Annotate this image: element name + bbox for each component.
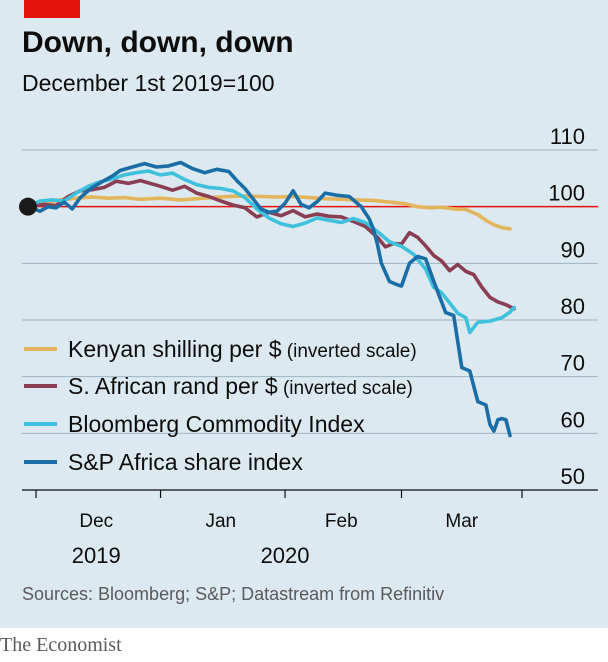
legend-series-name: Bloomberg Commodity Index <box>68 411 365 437</box>
brand-name: The Economist <box>0 634 122 656</box>
brand-tag <box>24 0 80 18</box>
y-tick-label: 100 <box>548 181 585 206</box>
legend-label: Kenyan shilling per $ (inverted scale) <box>68 336 417 362</box>
legend-series-note: (inverted scale) <box>282 341 417 362</box>
series-line-3 <box>26 169 516 335</box>
y-tick-label: 60 <box>561 407 585 432</box>
y-axis-labels: 110 100 90 80 70 60 50 <box>548 124 585 489</box>
legend-label: Bloomberg Commodity Index <box>68 411 365 437</box>
y-tick-label: 50 <box>561 464 585 489</box>
x-year-label: 2019 <box>72 543 121 568</box>
legend-series-name: S. African rand per $ <box>68 373 278 399</box>
start-marker <box>19 197 37 216</box>
x-month-label: Jan <box>205 511 236 532</box>
y-tick-label: 110 <box>550 124 585 149</box>
legend-series-name: S&P Africa share index <box>68 449 303 475</box>
x-axis: Dec Jan Feb Mar 2019 2020 <box>22 489 598 568</box>
legend-series-name: Kenyan shilling per $ <box>68 336 282 362</box>
legend: Kenyan shilling per $ (inverted scale)S.… <box>24 336 417 475</box>
legend-label: S. African rand per $ (inverted scale) <box>68 373 413 399</box>
legend-series-note: (inverted scale) <box>278 378 413 399</box>
source-note: Sources: Bloomberg; S&P; Datastream from… <box>22 584 445 604</box>
gridlines <box>22 149 598 491</box>
x-month-label: Dec <box>79 511 113 532</box>
line-chart: 110 100 90 80 70 60 50 Dec Jan Feb Mar 2019 2020 Ke… <box>19 124 598 568</box>
x-year-label: 2020 <box>261 543 310 568</box>
chart-title: Down, down, down <box>22 26 294 59</box>
series-line-2 <box>26 178 516 311</box>
legend-label: S&P Africa share index <box>68 449 303 475</box>
chart-subtitle: December 1st 2019=100 <box>22 70 275 96</box>
y-tick-label: 90 <box>561 237 585 262</box>
x-month-label: Feb <box>325 511 358 532</box>
y-tick-label: 70 <box>561 351 585 376</box>
series-line-4 <box>26 160 512 438</box>
series-line-1 <box>26 194 512 231</box>
y-tick-label: 80 <box>561 294 585 319</box>
series-lines <box>26 160 516 438</box>
x-month-label: Mar <box>445 511 478 532</box>
